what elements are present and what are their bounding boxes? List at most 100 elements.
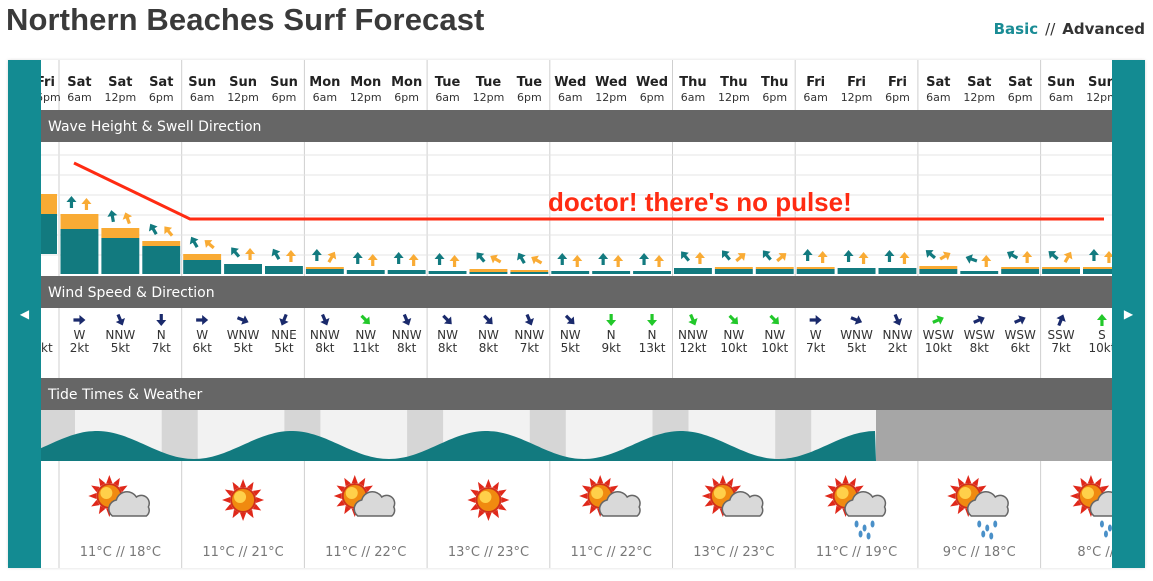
wind-direction-icon xyxy=(524,313,534,326)
swell-direction-icon xyxy=(965,254,978,264)
wind-direction-icon xyxy=(196,315,209,325)
wind-direction-label: NW xyxy=(478,328,499,342)
column-day-label: Fri xyxy=(847,75,866,90)
column-time-label: 6pm xyxy=(640,91,665,104)
swell-height-bar xyxy=(41,214,57,254)
wind-direction-label: NNW xyxy=(514,328,544,342)
wind-speed-label: 9kt xyxy=(602,341,622,355)
wave-direction-icon xyxy=(245,248,256,260)
wind-direction-icon xyxy=(402,313,412,326)
wind-direction-label: WNW xyxy=(840,328,873,342)
annotation-text: doctor! there's no pulse! xyxy=(548,187,852,217)
wave-height-bar xyxy=(60,214,99,229)
wave-height-bar xyxy=(1042,267,1080,269)
wind-speed-label: 7kt xyxy=(1051,341,1071,355)
wind-direction-label: NNW xyxy=(678,328,708,342)
wind-direction-icon xyxy=(564,314,575,325)
column-time-label: 6pm xyxy=(394,91,419,104)
swell-height-bar xyxy=(305,269,344,274)
basic-view-link[interactable]: Basic xyxy=(993,20,1039,38)
forecast-table: Fri 6pm Sat 6am Sat 12pm Sat 6pm Sun 6am Sun 12pm Su… xyxy=(8,60,1145,568)
wind-direction-icon xyxy=(279,313,289,326)
sun-cloud-icon xyxy=(88,475,150,517)
column-time-label: 12pm xyxy=(227,91,259,104)
swell-direction-icon xyxy=(517,252,526,264)
column-time-label: 12pm xyxy=(104,91,136,104)
wave-direction-icon xyxy=(654,255,665,267)
wind-direction-label: NNW xyxy=(392,328,422,342)
wave-direction-icon xyxy=(531,255,543,265)
column-day-label: Tue xyxy=(517,75,543,90)
column-time-label: 12pm xyxy=(473,91,505,104)
column-day-label: Sat xyxy=(967,75,991,90)
swell-height-bar xyxy=(960,271,999,274)
wind-speed-label: 12kt xyxy=(679,341,706,355)
wave-direction-icon xyxy=(694,252,705,264)
swell-direction-icon xyxy=(189,236,199,248)
swell-height-bar xyxy=(183,260,222,274)
sun-cloud-icon xyxy=(701,475,764,517)
swell-direction-icon xyxy=(476,252,486,263)
wave-direction-icon xyxy=(572,255,583,267)
next-arrow-button[interactable]: ▶ xyxy=(1112,60,1145,568)
column-time-label: 6am xyxy=(558,91,582,104)
night-shade xyxy=(161,410,198,461)
wind-section-title: Wind Speed & Direction xyxy=(48,285,215,301)
wind-speed-label: 7kt xyxy=(520,341,540,355)
column-time-label: 6am xyxy=(803,91,827,104)
swell-direction-icon xyxy=(66,196,77,208)
wind-direction-label: NNW xyxy=(310,328,340,342)
wind-direction-icon xyxy=(73,315,86,325)
wave-direction-icon xyxy=(204,240,215,250)
wave-height-bar xyxy=(755,267,794,269)
wind-direction-icon xyxy=(892,313,903,326)
temperature-range: 9°C // 18°C xyxy=(943,545,1016,560)
swell-direction-icon xyxy=(1006,250,1019,260)
column-day-label: Sat xyxy=(1008,75,1032,90)
column-time-label: 6am xyxy=(926,91,950,104)
column-time-label: 6am xyxy=(681,91,705,104)
wind-direction-icon xyxy=(769,314,779,325)
partial-wind-speed: kt xyxy=(41,341,53,355)
tide-section-bar xyxy=(8,378,1145,410)
column-day-label: Thu xyxy=(761,75,788,90)
column-time-label: 6pm xyxy=(272,91,297,104)
wind-speed-label: 11kt xyxy=(352,341,379,355)
wind-direction-label: WSW xyxy=(923,328,954,342)
column-day-label: Mon xyxy=(350,75,381,90)
night-shade xyxy=(775,410,812,461)
advanced-view-link[interactable]: Advanced xyxy=(1062,20,1145,38)
wave-direction-icon xyxy=(81,198,92,210)
sun-rain-icon xyxy=(824,475,887,540)
wind-direction-label: W xyxy=(74,328,86,342)
wave-height-bar xyxy=(41,194,57,214)
swell-height-bar xyxy=(796,269,835,274)
swell-height-bar xyxy=(142,246,181,274)
wind-direction-label: W xyxy=(810,328,822,342)
swell-direction-icon xyxy=(721,250,731,261)
column-day-label: Wed xyxy=(636,75,668,90)
wind-direction-label: SSW xyxy=(1047,328,1074,342)
swell-direction-icon xyxy=(884,250,895,262)
wind-direction-icon xyxy=(932,315,944,325)
wave-direction-icon xyxy=(899,252,910,264)
column-time-label: 6am xyxy=(67,91,91,104)
swell-height-bar xyxy=(1001,269,1040,274)
column-time-label: 12pm xyxy=(963,91,995,104)
wave-direction-icon xyxy=(367,254,378,266)
wind-speed-label: 5kt xyxy=(274,341,294,355)
wind-direction-label: N xyxy=(648,328,657,342)
wind-direction-icon xyxy=(1056,314,1066,327)
wind-section-bar xyxy=(8,276,1145,308)
swell-direction-icon xyxy=(681,251,691,262)
swell-direction-icon xyxy=(393,252,404,264)
wave-direction-icon xyxy=(858,252,869,264)
column-time-label: 6pm xyxy=(517,91,542,104)
prev-arrow-button[interactable]: ◀ xyxy=(8,60,41,568)
swell-direction-icon xyxy=(639,253,650,265)
temperature-range: 11°C // 19°C xyxy=(816,545,897,560)
swell-direction-icon xyxy=(843,250,854,262)
column-day-label: Mon xyxy=(391,75,422,90)
column-day-label: Wed xyxy=(554,75,586,90)
wind-speed-label: 6kt xyxy=(193,341,213,355)
